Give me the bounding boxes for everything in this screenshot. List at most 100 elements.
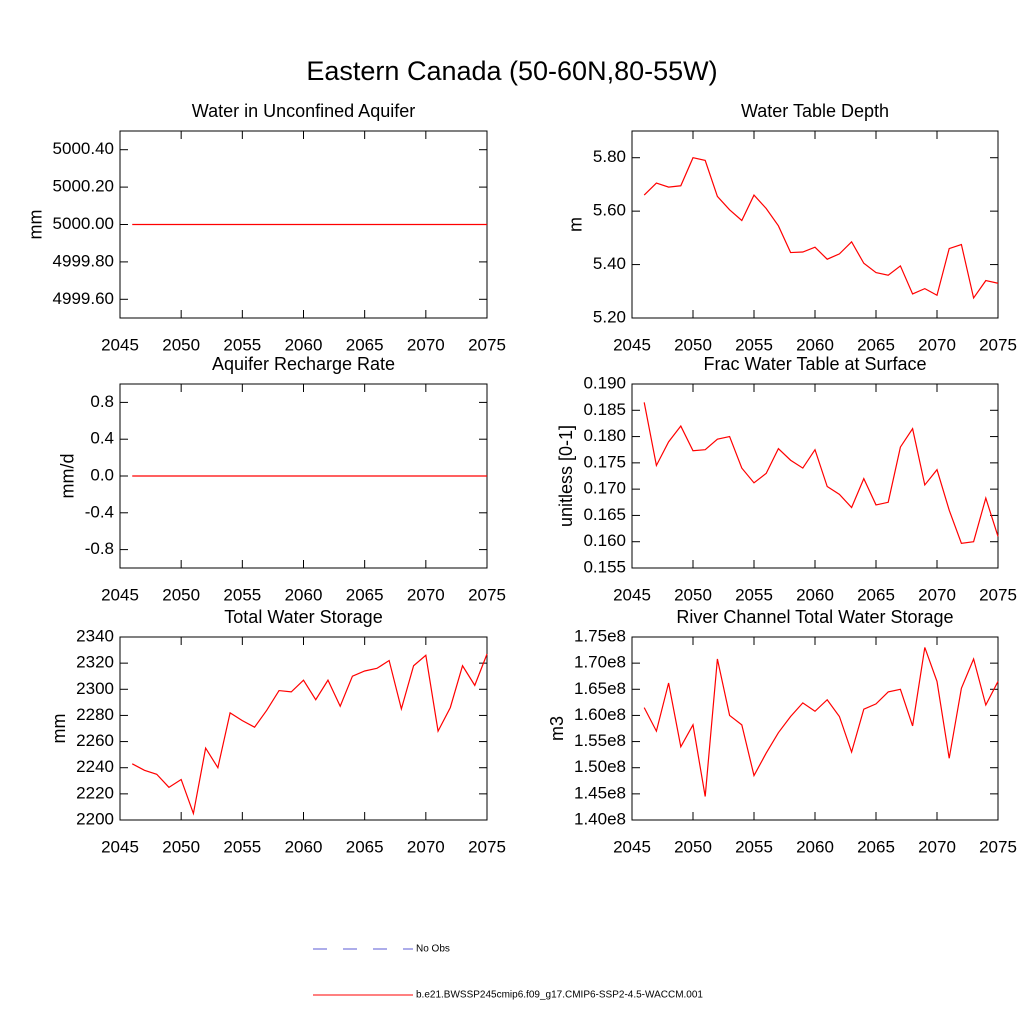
x-tick-label: 2060 xyxy=(796,335,834,354)
y-tick-label: -0.8 xyxy=(85,539,114,558)
y-tick-label: 5.60 xyxy=(593,201,626,220)
y-tick-label: 5000.00 xyxy=(53,214,114,233)
x-tick-label: 2075 xyxy=(979,335,1017,354)
x-tick-label: 2070 xyxy=(407,837,445,856)
y-tick-label: 0.165 xyxy=(583,505,626,524)
y-tick-label: 1.65e8 xyxy=(574,679,626,698)
x-tick-label: 2045 xyxy=(613,335,651,354)
y-tick-label: 1.60e8 xyxy=(574,705,626,724)
y-tick-label: 2280 xyxy=(76,705,114,724)
y-axis-label: mm xyxy=(49,714,69,744)
x-tick-label: 2060 xyxy=(285,837,323,856)
x-tick-label: 2070 xyxy=(407,585,445,604)
y-tick-label: 2220 xyxy=(76,783,114,802)
y-tick-label: 5000.20 xyxy=(53,177,114,196)
x-tick-label: 2075 xyxy=(468,585,506,604)
x-tick-label: 2045 xyxy=(613,837,651,856)
y-tick-label: 1.50e8 xyxy=(574,757,626,776)
y-axis-label: mm xyxy=(25,210,45,240)
y-tick-label: 0.4 xyxy=(90,429,114,448)
plot-frame xyxy=(631,383,999,569)
x-tick-label: 2065 xyxy=(346,837,384,856)
x-tick-label: 2065 xyxy=(346,335,384,354)
panel: Water in Unconfined Aquifer 2045 2050 2055 2… xyxy=(25,101,506,355)
x-tick-label: 2070 xyxy=(918,335,956,354)
y-axis-label: m xyxy=(566,217,586,232)
x-tick-label: 2045 xyxy=(613,585,651,604)
x-tick-label: 2075 xyxy=(468,837,506,856)
x-tick-label: 2055 xyxy=(735,585,773,604)
x-tick-label: 2050 xyxy=(162,837,200,856)
y-tick-label: 5.80 xyxy=(593,147,626,166)
data-line xyxy=(643,157,999,300)
x-tick-label: 2065 xyxy=(346,585,384,604)
x-tick-label: 2050 xyxy=(162,335,200,354)
y-tick-label: 0.155 xyxy=(583,557,626,576)
x-tick-label: 2045 xyxy=(101,335,139,354)
y-tick-label: 0.170 xyxy=(583,479,626,498)
x-tick-label: 2065 xyxy=(857,335,895,354)
x-tick-label: 2050 xyxy=(674,837,712,856)
panel-title: Total Water Storage xyxy=(224,607,382,627)
y-axis-label: mm/d xyxy=(57,454,77,499)
y-axis-label: unitless [0-1] xyxy=(556,425,576,527)
y-tick-label: 4999.60 xyxy=(53,289,114,308)
data-line xyxy=(131,653,488,816)
x-tick-label: 2075 xyxy=(979,585,1017,604)
x-tick-label: 2055 xyxy=(223,585,261,604)
y-tick-label: 2320 xyxy=(76,653,114,672)
panel-title: Aquifer Recharge Rate xyxy=(212,354,395,374)
panel: Aquifer Recharge Rate 2045 2050 2055 2060 206… xyxy=(57,354,505,605)
panel: River Channel Total Water Storage 2045 205… xyxy=(547,607,1017,857)
x-tick-label: 2065 xyxy=(857,585,895,604)
y-tick-label: 1.75e8 xyxy=(574,626,626,645)
data-line xyxy=(643,402,999,544)
y-tick-label: 2260 xyxy=(76,731,114,750)
y-tick-label: 1.45e8 xyxy=(574,783,626,802)
x-tick-label: 2065 xyxy=(857,837,895,856)
y-tick-label: 2200 xyxy=(76,809,114,828)
panel-title: Water in Unconfined Aquifer xyxy=(192,101,415,121)
y-tick-label: 5000.40 xyxy=(53,139,114,158)
plot-frame xyxy=(631,130,999,319)
y-tick-label: 1.40e8 xyxy=(574,809,626,828)
y-tick-label: 0.190 xyxy=(583,373,626,392)
x-tick-label: 2075 xyxy=(979,837,1017,856)
panel: Frac Water Table at Surface 2045 2050 2055 2… xyxy=(556,354,1017,605)
plot-frame xyxy=(119,636,488,821)
y-tick-label: 5.20 xyxy=(593,307,626,326)
y-tick-label: 0.175 xyxy=(583,452,626,471)
y-tick-label: 1.55e8 xyxy=(574,731,626,750)
x-tick-label: 2060 xyxy=(285,585,323,604)
y-tick-label: 0.0 xyxy=(90,465,114,484)
y-tick-label: 2240 xyxy=(76,757,114,776)
y-axis-label: m3 xyxy=(547,716,567,741)
y-tick-label: 1.70e8 xyxy=(574,653,626,672)
x-tick-label: 2075 xyxy=(468,335,506,354)
y-tick-label: 0.8 xyxy=(90,392,114,411)
y-tick-label: 0.180 xyxy=(583,426,626,445)
x-tick-label: 2060 xyxy=(796,837,834,856)
x-tick-label: 2055 xyxy=(735,335,773,354)
x-tick-label: 2055 xyxy=(223,837,261,856)
y-tick-label: 5.40 xyxy=(593,254,626,273)
x-tick-label: 2045 xyxy=(101,585,139,604)
data-line xyxy=(643,647,999,797)
y-tick-label: 0.160 xyxy=(583,531,626,550)
x-tick-label: 2070 xyxy=(918,837,956,856)
y-tick-label: 2300 xyxy=(76,679,114,698)
legend-label: b.e21.BWSSP245cmip6.f09_g17.CMIP6-SSP2-4… xyxy=(416,990,703,1001)
x-tick-label: 2050 xyxy=(674,335,712,354)
y-tick-label: 0.185 xyxy=(583,400,626,419)
x-tick-label: 2055 xyxy=(223,335,261,354)
x-tick-label: 2050 xyxy=(674,585,712,604)
panel-title: Water Table Depth xyxy=(741,101,889,121)
x-tick-label: 2045 xyxy=(101,837,139,856)
y-tick-label: 2340 xyxy=(76,626,114,645)
figure-title: Eastern Canada (50-60N,80-55W) xyxy=(306,56,717,86)
y-tick-label: -0.4 xyxy=(85,502,114,521)
x-tick-label: 2050 xyxy=(162,585,200,604)
x-tick-label: 2060 xyxy=(285,335,323,354)
plot-frame xyxy=(631,636,999,821)
